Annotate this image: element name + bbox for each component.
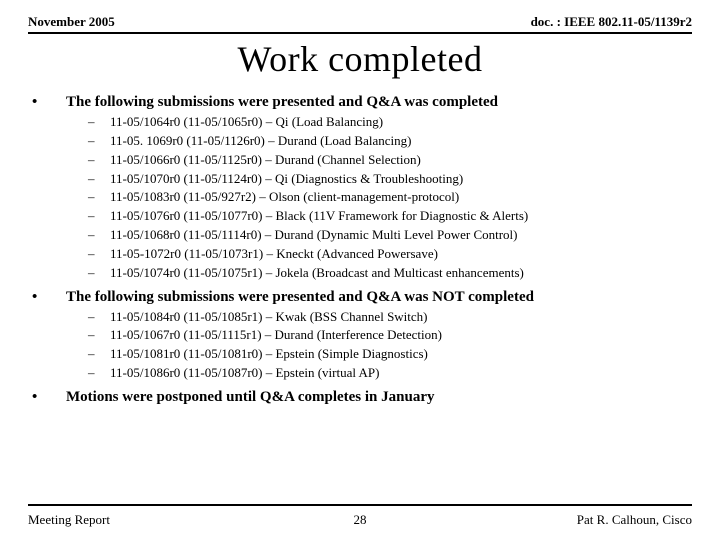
heading-text: The following submissions were presented… — [66, 94, 498, 111]
footer-divider — [28, 504, 692, 506]
section-heading-3: • Motions were postponed until Q&A compl… — [28, 389, 692, 406]
item-text: 11-05/1067r0 (11-05/1115r1) – Durand (In… — [110, 326, 442, 345]
dash-marker: – — [88, 308, 110, 327]
bullet-marker: • — [28, 94, 66, 111]
item-text: 11-05/1083r0 (11-05/927r2) – Olson (clie… — [110, 188, 459, 207]
list-item: –11-05. 1069r0 (11-05/1126r0) – Durand (… — [88, 132, 692, 151]
list-item: –11-05/1076r0 (11-05/1077r0) – Black (11… — [88, 207, 692, 226]
bullet-marker: • — [28, 289, 66, 306]
header-left: November 2005 — [28, 14, 115, 30]
dash-marker: – — [88, 245, 110, 264]
list-item: –11-05/1070r0 (11-05/1124r0) – Qi (Diagn… — [88, 170, 692, 189]
content: • The following submissions were present… — [28, 94, 692, 406]
item-text: 11-05/1066r0 (11-05/1125r0) – Durand (Ch… — [110, 151, 421, 170]
item-text: 11-05/1068r0 (11-05/1114r0) – Durand (Dy… — [110, 226, 518, 245]
item-text: 11-05-1072r0 (11-05/1073r1) – Kneckt (Ad… — [110, 245, 438, 264]
list-item: –11-05/1066r0 (11-05/1125r0) – Durand (C… — [88, 151, 692, 170]
item-text: 11-05/1076r0 (11-05/1077r0) – Black (11V… — [110, 207, 528, 226]
list-item: –11-05/1081r0 (11-05/1081r0) – Epstein (… — [88, 345, 692, 364]
dash-marker: – — [88, 151, 110, 170]
header-right: doc. : IEEE 802.11-05/1139r2 — [531, 14, 692, 30]
dash-marker: – — [88, 226, 110, 245]
list-item: –11-05/1086r0 (11-05/1087r0) – Epstein (… — [88, 364, 692, 383]
list-item: –11-05/1068r0 (11-05/1114r0) – Durand (D… — [88, 226, 692, 245]
dash-marker: – — [88, 326, 110, 345]
dash-marker: – — [88, 345, 110, 364]
section-2-items: –11-05/1084r0 (11-05/1085r1) – Kwak (BSS… — [88, 308, 692, 383]
dash-marker: – — [88, 264, 110, 283]
item-text: 11-05/1081r0 (11-05/1081r0) – Epstein (S… — [110, 345, 428, 364]
section-heading-2: • The following submissions were present… — [28, 289, 692, 306]
item-text: 11-05/1074r0 (11-05/1075r1) – Jokela (Br… — [110, 264, 524, 283]
list-item: –11-05-1072r0 (11-05/1073r1) – Kneckt (A… — [88, 245, 692, 264]
bullet-marker: • — [28, 389, 66, 406]
slide: November 2005 doc. : IEEE 802.11-05/1139… — [0, 0, 720, 540]
list-item: –11-05/1083r0 (11-05/927r2) – Olson (cli… — [88, 188, 692, 207]
section-1-items: –11-05/1064r0 (11-05/1065r0) – Qi (Load … — [88, 113, 692, 283]
list-item: –11-05/1084r0 (11-05/1085r1) – Kwak (BSS… — [88, 308, 692, 327]
header-row: November 2005 doc. : IEEE 802.11-05/1139… — [28, 14, 692, 34]
footer-center: 28 — [28, 512, 692, 528]
item-text: 11-05/1070r0 (11-05/1124r0) – Qi (Diagno… — [110, 170, 463, 189]
list-item: –11-05/1064r0 (11-05/1065r0) – Qi (Load … — [88, 113, 692, 132]
item-text: 11-05/1084r0 (11-05/1085r1) – Kwak (BSS … — [110, 308, 428, 327]
section-heading-1: • The following submissions were present… — [28, 94, 692, 111]
dash-marker: – — [88, 170, 110, 189]
heading-text: Motions were postponed until Q&A complet… — [66, 389, 435, 406]
dash-marker: – — [88, 188, 110, 207]
heading-text: The following submissions were presented… — [66, 289, 534, 306]
footer-row: Meeting Report 28 Pat R. Calhoun, Cisco — [28, 512, 692, 528]
dash-marker: – — [88, 207, 110, 226]
dash-marker: – — [88, 113, 110, 132]
list-item: –11-05/1067r0 (11-05/1115r1) – Durand (I… — [88, 326, 692, 345]
item-text: 11-05/1086r0 (11-05/1087r0) – Epstein (v… — [110, 364, 379, 383]
slide-title: Work completed — [28, 38, 692, 80]
dash-marker: – — [88, 364, 110, 383]
list-item: –11-05/1074r0 (11-05/1075r1) – Jokela (B… — [88, 264, 692, 283]
item-text: 11-05/1064r0 (11-05/1065r0) – Qi (Load B… — [110, 113, 383, 132]
dash-marker: – — [88, 132, 110, 151]
item-text: 11-05. 1069r0 (11-05/1126r0) – Durand (L… — [110, 132, 411, 151]
